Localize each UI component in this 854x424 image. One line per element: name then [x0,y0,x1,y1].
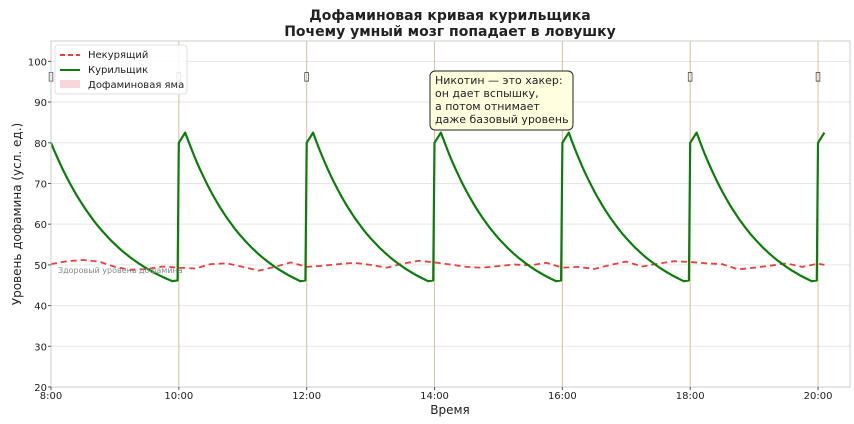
y-tick-label: 60 [34,220,47,231]
y-tick-label: 50 [34,261,47,272]
callout-line-1: Никотин — это хакер: [435,74,563,87]
chart-subtitle: Почему умный мозг попадает в ловушку [284,24,616,40]
legend-label-smoker: Курильщик [88,65,148,76]
baseline-label: Здоровый уровень дофамина [58,266,183,275]
callout-line-4: даже базовый уровень [435,113,569,126]
x-tick-label: 14:00 [420,391,449,402]
y-tick-label: 20 [34,383,47,394]
y-axis-ticks: 20 30 40 50 60 70 80 90 100 [28,57,51,394]
y-tick-label: 30 [34,342,47,353]
y-tick-label: 80 [34,139,47,150]
y-tick-label: 70 [34,179,47,190]
callout-line-3: а потом отнимает [435,100,540,113]
x-tick-label: 16:00 [548,391,577,402]
legend: Некурящий Курильщик Дофаминовая яма [54,44,188,95]
y-axis-label: Уровень дофамина (усл. ед.) [10,123,24,305]
y-tick-label: 100 [28,57,47,68]
y-tick-label: 90 [34,98,47,109]
cigarette-icon: ▯ [303,69,310,83]
x-tick-label: 10:00 [164,391,193,402]
callout-box: Никотин — это хакер: он дает вспышку, а … [429,70,574,131]
x-axis-ticks: 8:00 10:00 12:00 14:00 16:00 18:00 20:00 [40,387,833,402]
series-smoker-group [49,131,826,283]
x-tick-label: 20:00 [804,391,833,402]
plot-frame [50,40,851,388]
legend-box [54,44,188,95]
callout-background [429,70,574,131]
x-tick-label: 18:00 [676,391,705,402]
legend-label-nonsmoker: Некурящий [88,50,148,61]
x-tick-label: 8:00 [40,391,62,402]
series-nonsmoker-line [50,259,825,272]
series-nonsmoker-group [50,259,825,272]
x-axis-label: Время [430,403,470,417]
x-tick-label: 12:00 [292,391,321,402]
legend-swatch-dopamine-pit [60,80,80,88]
legend-label-dopamine-pit: Дофаминовая яма [88,80,184,91]
cigarette-icon: ▯ [815,69,822,83]
callout-line-2: он дает вспышку, [435,87,539,100]
chart-title: Дофаминовая кривая курильщика [309,8,590,24]
y-tick-label: 40 [34,302,47,313]
series-smoker-line [49,131,826,283]
cigarette-icon: ▯ [687,69,694,83]
